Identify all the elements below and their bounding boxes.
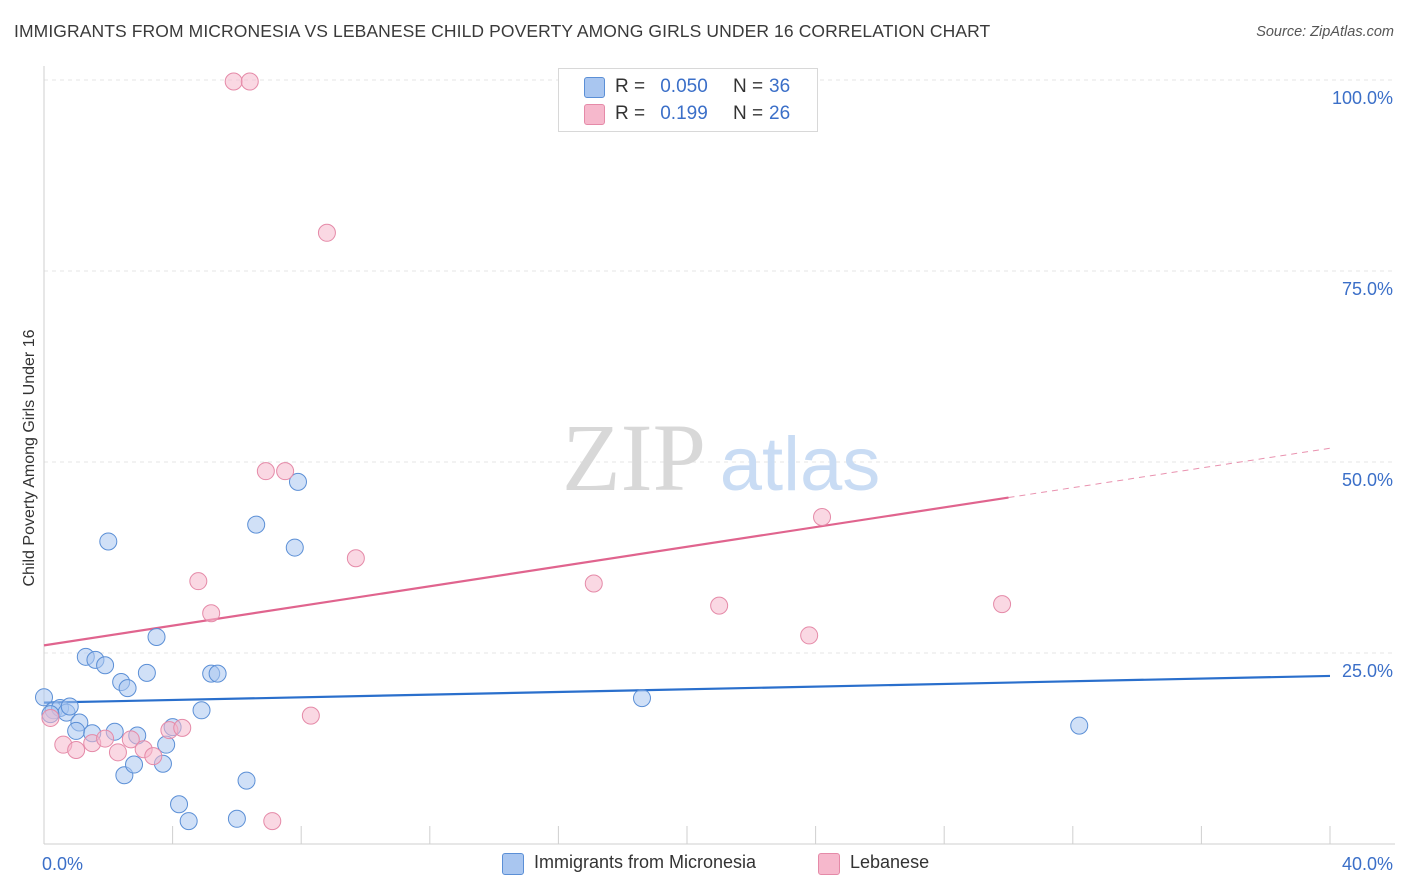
point-micronesia [60, 697, 79, 716]
point-lebanese [67, 741, 86, 760]
point-lebanese [121, 730, 140, 749]
point-lebanese [224, 72, 243, 91]
r-label: R = [615, 76, 646, 97]
point-lebanese [710, 596, 729, 615]
point-micronesia [99, 532, 118, 551]
point-micronesia [288, 472, 307, 491]
n-label: N = [733, 103, 764, 124]
point-micronesia [170, 795, 189, 814]
n-value: 36 [769, 76, 791, 97]
point-lebanese [346, 549, 365, 568]
point-micronesia [118, 679, 137, 698]
point-lebanese [263, 812, 282, 831]
grid-lines [44, 79, 1395, 654]
chart-title: IMMIGRANTS FROM MICRONESIA VS LEBANESE C… [14, 21, 991, 41]
n-label: N = [733, 76, 764, 97]
point-micronesia [179, 812, 198, 831]
point-lebanese [96, 729, 115, 748]
y-tick-label: 100.0% [1332, 88, 1393, 108]
point-lebanese [993, 595, 1012, 614]
point-micronesia [632, 689, 651, 708]
legend-swatch-lebanese [818, 853, 840, 875]
trend-line-extension-1 [1008, 447, 1331, 499]
point-lebanese [173, 718, 192, 737]
r-value: 0.199 [660, 103, 708, 124]
point-micronesia [137, 663, 156, 682]
point-lebanese [240, 72, 259, 91]
y-tick-label: 25.0% [1342, 661, 1393, 681]
point-lebanese [202, 604, 221, 623]
point-lebanese [256, 462, 275, 481]
y-tick-label: 50.0% [1342, 470, 1393, 490]
legend-swatch-micronesia [502, 853, 524, 875]
y-tick-label: 75.0% [1342, 279, 1393, 299]
point-lebanese [108, 743, 127, 762]
y-axis-label: Child Poverty Among Girls Under 16 [21, 329, 38, 587]
point-micronesia [247, 515, 266, 534]
point-micronesia [208, 664, 227, 683]
legend-label-lebanese: Lebanese [850, 852, 930, 872]
point-micronesia [1070, 716, 1089, 735]
point-lebanese [301, 706, 320, 725]
point-micronesia [147, 627, 166, 646]
point-micronesia [35, 688, 53, 707]
point-lebanese [813, 508, 832, 527]
trend-lines [43, 447, 1331, 704]
data-points [35, 72, 1089, 831]
point-micronesia [67, 721, 86, 740]
point-micronesia [125, 755, 144, 774]
trend-line-1 [43, 496, 1009, 647]
correlation-legend: R = 0.050 N = 36 R = 0.199 N = 26 [558, 68, 818, 132]
tick-labels: 25.0% 50.0% 75.0% 100.0% 0.0% 40.0% [42, 88, 1393, 874]
trend-line-0 [43, 674, 1331, 704]
point-lebanese [584, 574, 603, 593]
point-micronesia [285, 538, 304, 557]
source-label: Source: ZipAtlas.com [1256, 24, 1394, 40]
r-label: R = [615, 103, 646, 124]
point-lebanese [144, 747, 163, 766]
x-tick-label: 40.0% [1342, 854, 1393, 874]
point-lebanese [189, 572, 208, 591]
point-micronesia [192, 701, 211, 720]
watermark-zip: ZIP [562, 404, 706, 511]
x-tick-label: 0.0% [42, 854, 83, 874]
point-lebanese [317, 223, 336, 242]
point-lebanese [800, 626, 819, 645]
watermark-atlas: atlas [720, 422, 881, 507]
legend-swatch-lebanese [584, 104, 605, 125]
legend-swatch-micronesia [584, 77, 605, 98]
legend-label-micronesia: Immigrants from Micronesia [534, 852, 757, 872]
point-micronesia [227, 809, 246, 828]
watermark: ZIP atlas [562, 404, 880, 511]
r-value: 0.050 [660, 76, 708, 97]
point-micronesia [96, 656, 115, 675]
point-micronesia [237, 771, 256, 790]
n-value: 26 [769, 103, 791, 124]
point-lebanese [41, 708, 60, 727]
point-lebanese [276, 462, 295, 481]
